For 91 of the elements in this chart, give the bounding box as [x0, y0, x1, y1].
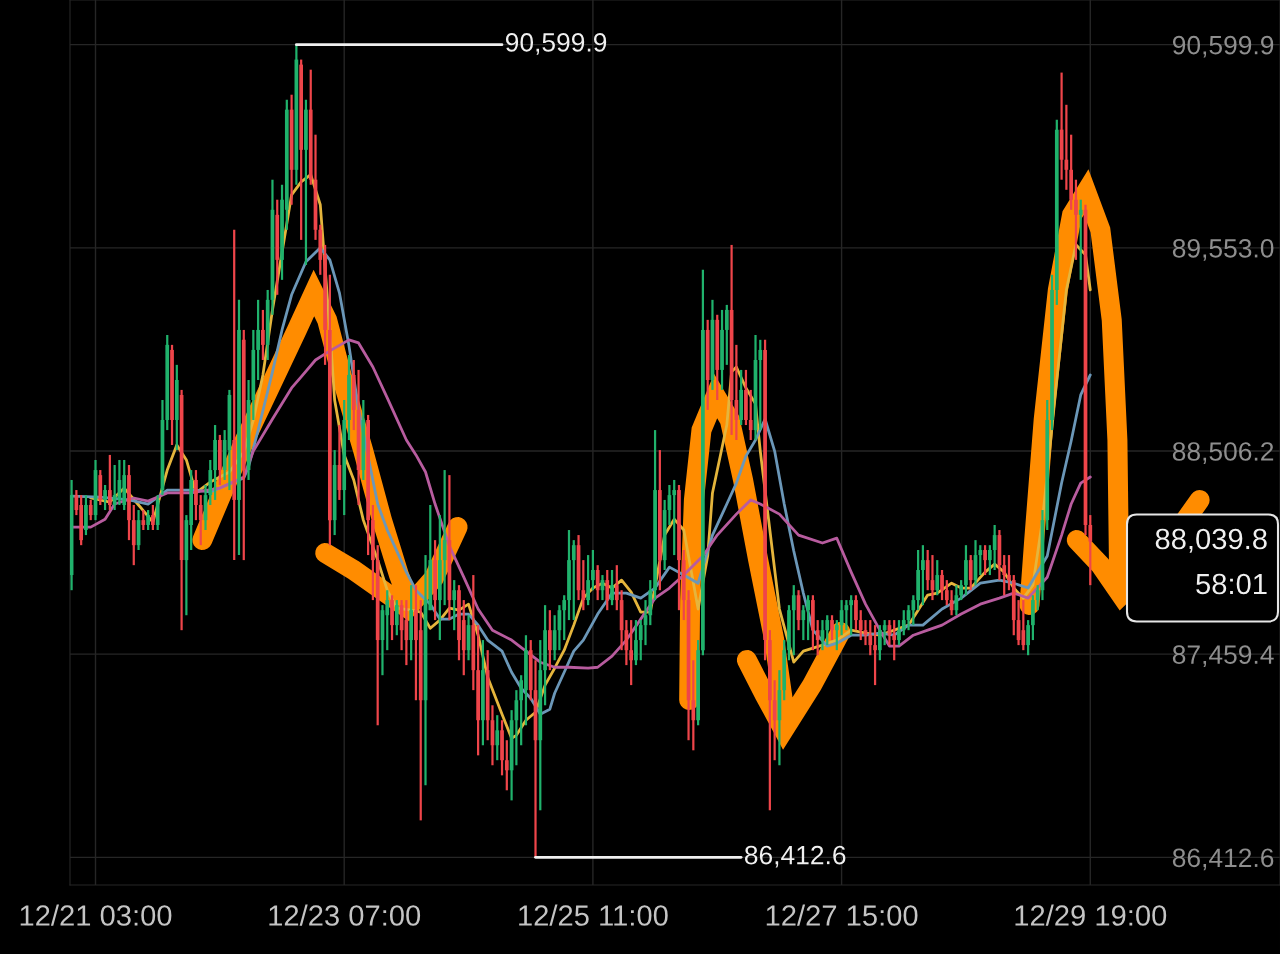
- candlestick: [194, 468, 198, 522]
- candlestick: [1078, 198, 1083, 281]
- candlestick: [442, 468, 447, 607]
- candlestick: [141, 508, 146, 532]
- candlestick: [256, 298, 260, 382]
- candlestick: [744, 368, 748, 427]
- candlestick: [610, 568, 614, 607]
- candlestick: [127, 463, 131, 542]
- candlestick: [394, 598, 399, 637]
- x-tick-label: 12/23 07:00: [269, 904, 421, 926]
- candlestick: [830, 614, 834, 642]
- candlestick: [964, 544, 968, 597]
- candlestick: [84, 493, 88, 537]
- candlestick: [543, 604, 547, 707]
- candlestick: [591, 548, 595, 592]
- candlestick: [112, 463, 117, 512]
- annotation: 86,412.6: [744, 845, 846, 868]
- candlestick: [968, 553, 973, 592]
- candlestick: [677, 483, 681, 612]
- candlestick: [170, 343, 174, 447]
- candlestick: [935, 559, 940, 597]
- candlestick: [901, 609, 906, 637]
- y-tick-label: 86,412.6: [1172, 848, 1274, 871]
- candlestick: [304, 98, 308, 267]
- candlestick: [672, 478, 677, 557]
- candlestick: [801, 604, 806, 642]
- candlestick: [452, 578, 457, 632]
- candlestick: [854, 594, 858, 632]
- candlestick: [748, 388, 753, 442]
- x-tick-label: 12/29 19:00: [1015, 904, 1167, 926]
- candlestick: [992, 523, 997, 572]
- candlestick: [571, 539, 576, 622]
- candlestick: [868, 618, 873, 657]
- candlestick: [107, 453, 112, 512]
- candlestick: [495, 714, 500, 762]
- candlestick: [892, 618, 897, 662]
- candlestick: [897, 618, 901, 647]
- candlestick: [595, 564, 600, 602]
- x-tick-label: 12/21 03:00: [20, 904, 172, 926]
- candlestick: [390, 594, 394, 642]
- candlestick: [634, 618, 638, 667]
- candlestick: [987, 544, 992, 577]
- x-tick-label: 12/27 15:00: [766, 904, 918, 926]
- candlestick: [1074, 178, 1078, 261]
- candlestick: [567, 528, 571, 622]
- candlestick: [1026, 618, 1030, 657]
- y-tick-label: 89,553.0: [1172, 238, 1274, 261]
- candlestick: [791, 584, 796, 657]
- candlestick: [237, 298, 241, 557]
- y-tick-label: 87,459.4: [1172, 645, 1274, 668]
- candlestick: [347, 353, 351, 442]
- candlestick: [146, 508, 150, 532]
- candlestick: [605, 568, 610, 612]
- candlestick: [849, 594, 854, 637]
- x-tick-label: 12/25 11:00: [519, 904, 668, 926]
- candlestick: [911, 594, 916, 627]
- candlestick: [1021, 598, 1026, 652]
- candlestick: [815, 618, 820, 657]
- candlestick: [547, 609, 552, 672]
- candlestick: [959, 578, 964, 602]
- candlestick: [1007, 553, 1011, 592]
- annotation: 90,599.9: [505, 33, 607, 55]
- candlestick: [882, 618, 887, 647]
- candlestick: [103, 483, 107, 512]
- candlestick: [772, 679, 777, 762]
- candlestick: [198, 493, 203, 547]
- candlestick: [629, 618, 634, 687]
- candlestick: [806, 594, 810, 642]
- annotation: 58:01: [1196, 573, 1267, 595]
- candlestick: [500, 719, 504, 777]
- candlestick: [151, 503, 155, 532]
- candlestick: [825, 614, 830, 647]
- y-tick-label: 88,506.2: [1172, 442, 1274, 464]
- y-tick-label: 90,599.9: [1172, 35, 1274, 58]
- candlestick: [877, 624, 882, 662]
- candlestick: [983, 544, 987, 577]
- candlestick: [720, 308, 724, 392]
- candlestick: [213, 423, 217, 502]
- candlestick: [940, 568, 944, 602]
- candlestick: [724, 303, 729, 366]
- candlestick: [858, 609, 863, 642]
- candlestick: [433, 539, 437, 622]
- annotation: 88,039.8: [1155, 528, 1267, 553]
- candlestick: [653, 428, 657, 602]
- candlestick: [873, 624, 877, 687]
- candlestick: [586, 553, 590, 607]
- candlestick: [921, 544, 925, 607]
- candlestick: [261, 308, 265, 362]
- candlestick: [504, 739, 509, 792]
- candlestick: [88, 498, 93, 522]
- candlestick: [787, 604, 791, 662]
